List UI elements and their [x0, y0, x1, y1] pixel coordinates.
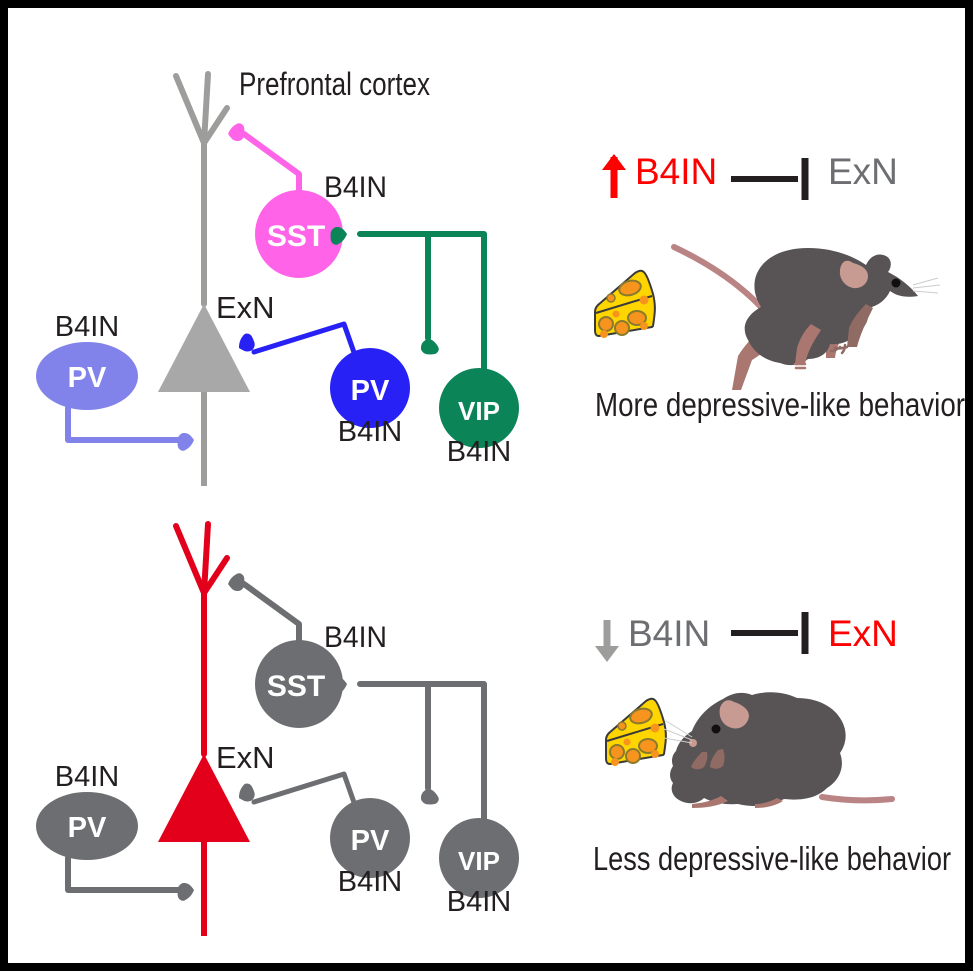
- svg-text:B4IN: B4IN: [628, 613, 710, 654]
- svg-text:B4IN: B4IN: [55, 761, 119, 793]
- svg-text:B4IN: B4IN: [338, 866, 402, 898]
- svg-text:ExN: ExN: [216, 740, 275, 775]
- svg-text:VIP: VIP: [458, 846, 500, 876]
- svg-text:B4IN: B4IN: [338, 416, 402, 448]
- svg-text:B4IN: B4IN: [447, 886, 511, 918]
- svg-text:B4IN: B4IN: [55, 311, 119, 343]
- svg-text:B4IN: B4IN: [635, 151, 717, 192]
- svg-text:SST: SST: [267, 670, 325, 703]
- svg-text:ExN: ExN: [216, 290, 275, 325]
- svg-text:VIP: VIP: [458, 396, 500, 426]
- svg-text:B4IN: B4IN: [324, 621, 387, 654]
- svg-text:ExN: ExN: [828, 151, 898, 192]
- svg-text:PV: PV: [351, 375, 390, 407]
- svg-text:PV: PV: [351, 825, 390, 857]
- svg-text:PV: PV: [68, 362, 107, 394]
- svg-text:PV: PV: [68, 812, 107, 844]
- svg-text:B4IN: B4IN: [324, 171, 387, 204]
- svg-text:ExN: ExN: [828, 613, 898, 654]
- svg-text:Less depressive-like behavior: Less depressive-like behavior: [593, 840, 951, 877]
- svg-text:SST: SST: [267, 220, 325, 253]
- svg-text:Prefrontal cortex: Prefrontal cortex: [239, 66, 430, 102]
- svg-text:B4IN: B4IN: [447, 436, 511, 468]
- svg-text:More depressive-like behavior: More depressive-like behavior: [595, 386, 965, 423]
